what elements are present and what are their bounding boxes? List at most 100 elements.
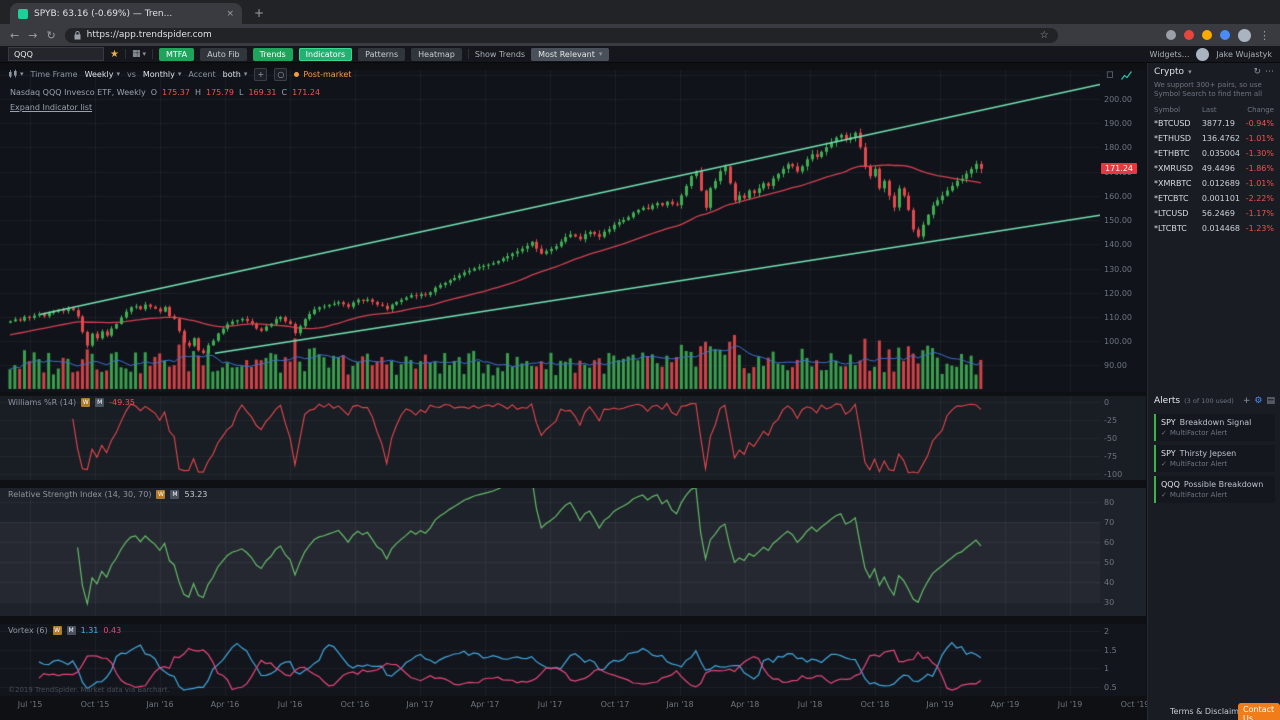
- show-trends-toggle[interactable]: Show Trends: [474, 49, 526, 59]
- rsi-panel: [0, 488, 1146, 616]
- terms-link[interactable]: Terms & Disclaimer: [1170, 707, 1248, 716]
- extension-icon[interactable]: [1202, 30, 1212, 40]
- back-icon[interactable]: ←: [10, 28, 20, 42]
- reset-view-button[interactable]: ○: [274, 67, 288, 81]
- chart-type-icon[interactable]: ▦ ▾: [131, 49, 146, 59]
- price-axis-label: 200.00: [1104, 95, 1132, 105]
- price-panel: [0, 70, 1146, 392]
- crypto-row[interactable]: *BTCUSD 3877.19 -0.94%: [1148, 116, 1280, 131]
- user-avatar[interactable]: [1196, 47, 1210, 61]
- timeframe-badge-monthly[interactable]: M: [95, 398, 105, 407]
- crypto-last: 0.014468: [1201, 223, 1241, 233]
- crypto-row[interactable]: *LTCBTC 0.014468 -1.23%: [1148, 221, 1280, 236]
- time-axis-label: Oct '16: [340, 700, 370, 709]
- crypto-change: -1.30%: [1245, 148, 1274, 158]
- crypto-row[interactable]: *XMRBTC 0.012689 -1.01%: [1148, 176, 1280, 191]
- timeframe-badge-weekly[interactable]: W: [52, 626, 62, 635]
- lock-icon: [74, 30, 81, 39]
- crypto-title[interactable]: Crypto: [1154, 67, 1185, 77]
- crypto-row[interactable]: *LTCUSD 56.2469 -1.17%: [1148, 206, 1280, 221]
- symbol-search-input[interactable]: QQQ: [8, 47, 104, 61]
- price-axis-label: 110.00: [1104, 312, 1132, 322]
- fullscreen-icon[interactable]: ◻: [1106, 70, 1114, 80]
- alerts-title: Alerts: [1154, 396, 1181, 406]
- gear-icon[interactable]: ⚙: [1254, 396, 1263, 406]
- browser-menu-icon[interactable]: ⋮: [1259, 28, 1270, 42]
- alert-item[interactable]: QQQ Possible Breakdown ✓ MultiFactor Alert: [1154, 476, 1275, 503]
- bookmark-star-icon[interactable]: ☆: [1039, 29, 1049, 41]
- crypto-row[interactable]: *ETCBTC 0.001101 -2.22%: [1148, 191, 1280, 206]
- williams-r-canvas[interactable]: [0, 396, 1100, 480]
- timeframe-badge-monthly[interactable]: M: [170, 490, 180, 499]
- primary-timeframe-select[interactable]: Weekly ▾: [84, 69, 120, 79]
- time-axis-label: Jan '19: [926, 700, 954, 709]
- alert-type: MultiFactor Alert: [1169, 491, 1228, 499]
- tab-title: SPYB: 63.16 (-0.69%) — Tren...: [34, 8, 173, 19]
- patterns-button[interactable]: Patterns: [358, 47, 406, 61]
- reload-icon[interactable]: ↻: [46, 28, 56, 42]
- extension-icon[interactable]: [1166, 30, 1176, 40]
- indicator-axis-label: 1: [1104, 664, 1110, 674]
- chart-controls: ▾ Time Frame Weekly ▾ vs Monthly ▾ Accent …: [8, 67, 351, 81]
- secondary-timeframe-select[interactable]: Monthly ▾: [142, 69, 182, 79]
- rsi-canvas[interactable]: [0, 488, 1100, 616]
- price-axis-label: 130.00: [1104, 264, 1132, 274]
- timeframe-badge-weekly[interactable]: W: [81, 398, 91, 407]
- time-axis-label: Jul '19: [1057, 700, 1083, 709]
- accent-label: Accent: [188, 69, 216, 79]
- expand-indicator-list-link[interactable]: Expand Indicator list: [10, 103, 93, 112]
- chevron-down-icon[interactable]: ▾: [1188, 68, 1192, 76]
- candlestick-icon: [9, 69, 17, 78]
- add-alert-icon[interactable]: +: [1242, 396, 1251, 406]
- crypto-row[interactable]: *ETHBTC 0.035004 -1.30%: [1148, 146, 1280, 161]
- indicator-axis-label: 70: [1104, 518, 1115, 527]
- extension-icon[interactable]: [1220, 30, 1230, 40]
- crypto-symbol: *XMRUSD: [1154, 163, 1194, 173]
- url-bar[interactable]: https://app.trendspider.com ☆: [64, 27, 1058, 43]
- divider: [124, 49, 126, 59]
- alert-item[interactable]: SPY Breakdown Signal ✓ MultiFactor Alert: [1154, 414, 1275, 441]
- widget-menu-icon[interactable]: ⋯: [1265, 67, 1274, 77]
- zoom-button[interactable]: +: [254, 67, 268, 81]
- browser-tab[interactable]: SPYB: 63.16 (-0.69%) — Tren... ×: [10, 3, 242, 24]
- browser-profile-avatar[interactable]: [1238, 28, 1251, 42]
- timeframe-badge-monthly[interactable]: M: [66, 626, 76, 635]
- extension-icon[interactable]: [1184, 30, 1194, 40]
- symbol-info-line: Nasdaq QQQ Invesco ETF, Weekly O 175.37 H…: [10, 88, 321, 97]
- crypto-row[interactable]: *ETHUSD 136.4762 -1.01%: [1148, 131, 1280, 146]
- crypto-row[interactable]: *XMRUSD 49.4496 -1.86%: [1148, 161, 1280, 176]
- trends-button[interactable]: Trends: [252, 47, 293, 61]
- widgets-button[interactable]: Widgets...: [1149, 49, 1190, 59]
- vs-label: vs: [126, 69, 136, 79]
- favorite-star-icon[interactable]: ★: [110, 48, 119, 60]
- forward-icon[interactable]: →: [28, 28, 38, 42]
- refresh-icon[interactable]: ↻: [1253, 67, 1261, 77]
- heatmap-button[interactable]: Heatmap: [411, 47, 462, 61]
- time-axis-label: Jul '15: [17, 700, 43, 709]
- sidebar: Crypto ▾ ↻ ⋯ We support 300+ pairs, so u…: [1147, 62, 1280, 720]
- trend-tool-icon[interactable]: [1121, 71, 1132, 81]
- crypto-change: -1.01%: [1245, 178, 1274, 188]
- vortex-canvas[interactable]: [0, 624, 1100, 696]
- crypto-symbol: *ETHBTC: [1154, 148, 1190, 158]
- crypto-symbol: *BTCUSD: [1154, 118, 1191, 128]
- contact-us-button[interactable]: Contact Us: [1238, 703, 1280, 720]
- crypto-change: -1.86%: [1245, 163, 1274, 173]
- price-axis-label: 150.00: [1104, 216, 1132, 226]
- alert-item[interactable]: SPY Thirsty Jepsen ✓ MultiFactor Alert: [1154, 445, 1275, 472]
- time-axis-label: Jul '18: [797, 700, 823, 709]
- alert-list-icon[interactable]: ▤: [1266, 396, 1275, 406]
- indicators-button[interactable]: Indicators: [298, 47, 353, 61]
- candle-style-icon[interactable]: ▾: [8, 69, 24, 79]
- alerts-usage: (3 of 100 used): [1184, 397, 1234, 405]
- auto-fib-button[interactable]: Auto Fib: [200, 47, 247, 61]
- mtfa-button[interactable]: MTFA: [159, 47, 195, 61]
- tab-close-icon[interactable]: ×: [226, 8, 234, 19]
- price-axis-label: 140.00: [1104, 240, 1132, 250]
- timeframe-badge-weekly[interactable]: W: [156, 490, 166, 499]
- crypto-last: 0.012689: [1201, 178, 1241, 188]
- new-tab-button[interactable]: +: [254, 6, 265, 20]
- accent-select[interactable]: both ▾: [222, 69, 248, 79]
- trend-relevance-select[interactable]: Most Relevant ▾: [531, 47, 610, 61]
- price-chart-canvas[interactable]: [0, 70, 1100, 392]
